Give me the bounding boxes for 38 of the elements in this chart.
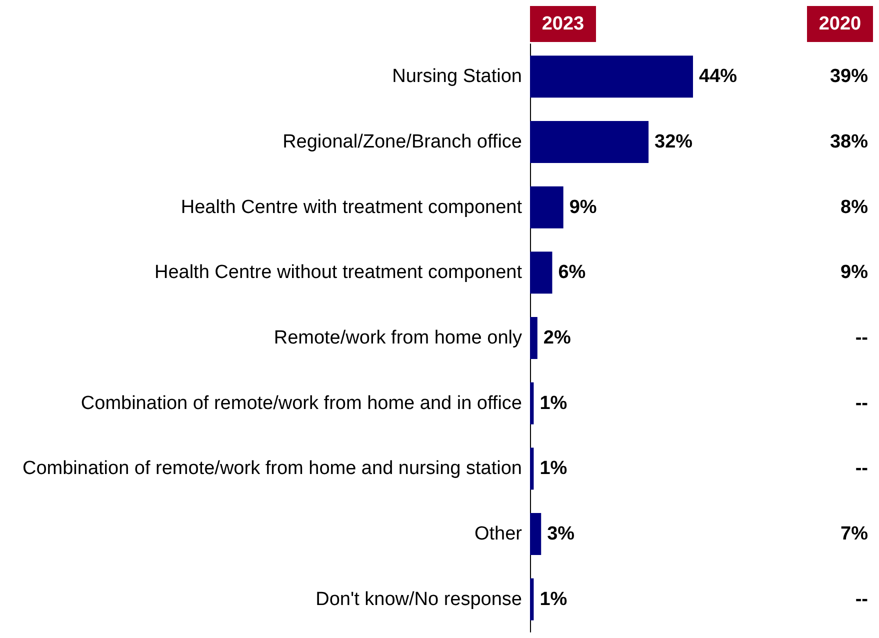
data-label: 9% (840, 262, 868, 284)
y-tick-label: Remote/work from home only (274, 328, 522, 348)
y-tick-label: Combination of remote/work from home and nursing station (22, 458, 522, 480)
data-label: -- (855, 392, 868, 414)
y-tick-label: Combination of remote/work from home and in office (80, 392, 522, 414)
data-label: 44% (699, 66, 738, 88)
data-label: -- (855, 328, 868, 348)
data-label: 1% (540, 392, 568, 414)
y-tick-label: Health Centre with treatment component (180, 196, 523, 218)
bar (530, 578, 534, 620)
y-tick-label: Regional/Zone/Branch office (282, 132, 522, 152)
data-label: -- (855, 458, 868, 480)
data-label: 8% (840, 196, 868, 218)
data-label: 3% (547, 524, 575, 544)
data-label: 9% (569, 196, 597, 218)
text: 2020 (818, 14, 862, 34)
y-tick-label: Nursing Station (392, 66, 522, 88)
data-label: 32% (654, 132, 693, 152)
series-label: 2023 (542, 14, 584, 34)
y-tick-label: Don't know/No response (316, 588, 522, 610)
data-label: -- (855, 588, 868, 610)
data-label: 1% (540, 458, 568, 480)
y-tick-label: Other (474, 524, 523, 544)
data-label: 38% (830, 132, 868, 152)
data-label: 7% (840, 524, 868, 544)
bar (530, 448, 534, 490)
data-label: 1% (540, 588, 568, 610)
bar (530, 317, 538, 359)
bar (530, 186, 564, 228)
data-label: 6% (558, 262, 586, 284)
bar (530, 56, 693, 98)
y-tick-label: Health Centre without treatment component (154, 262, 523, 284)
bar (530, 513, 542, 555)
bar (530, 121, 649, 163)
bar (530, 252, 552, 294)
bar (530, 382, 534, 424)
data-label: 2% (543, 328, 571, 348)
data-label: 39% (830, 66, 868, 88)
